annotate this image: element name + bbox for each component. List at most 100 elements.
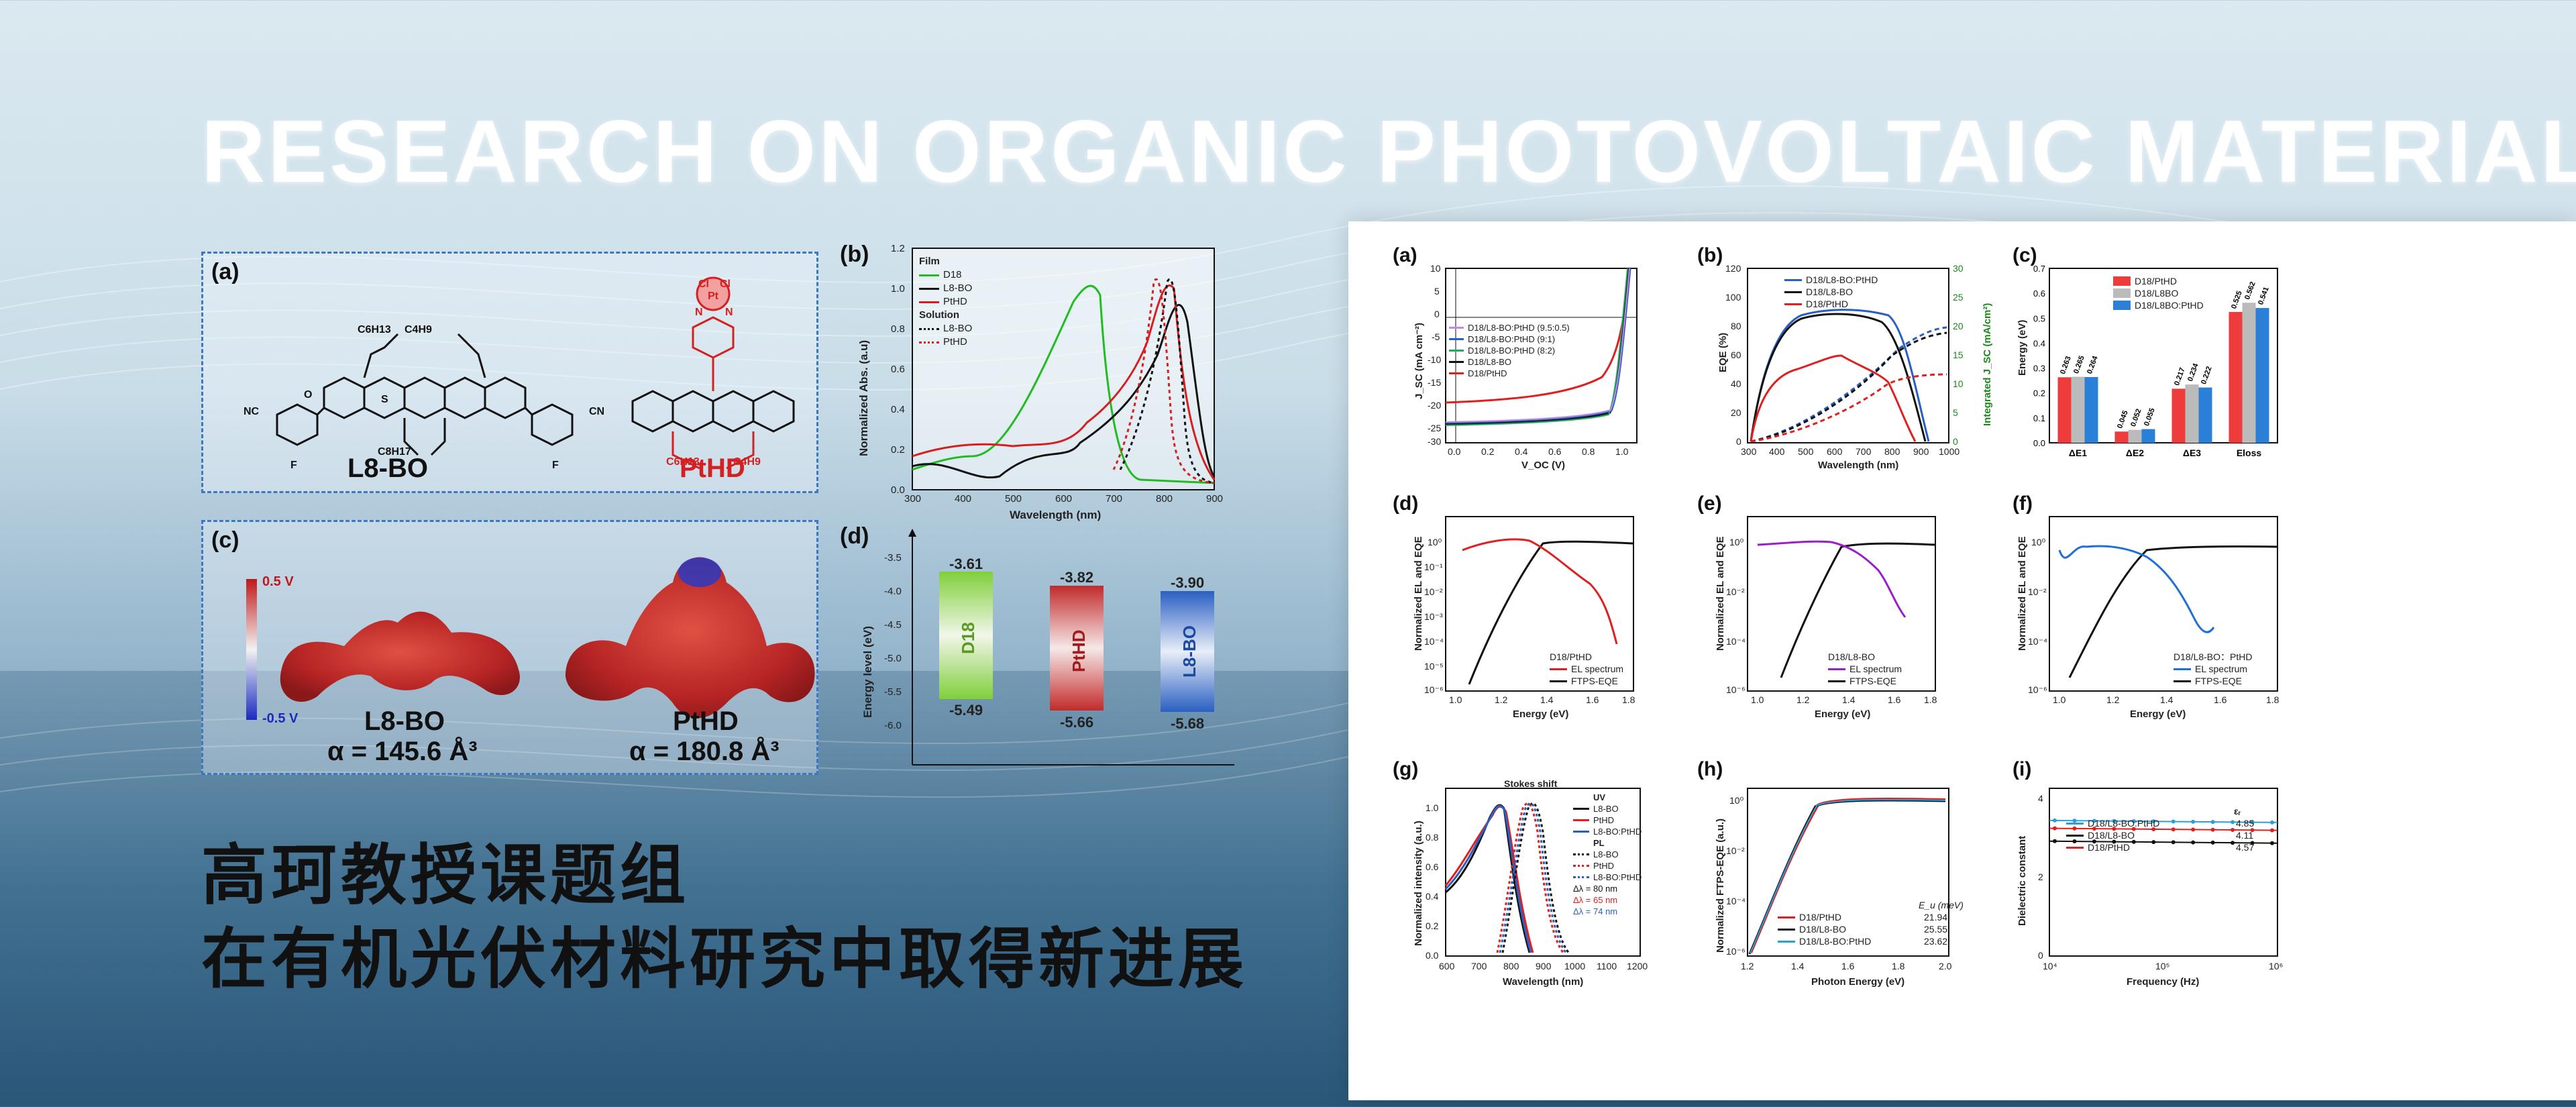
d2-ytick: 10⁻² bbox=[1424, 586, 1443, 597]
d2-ftps: FTPS-EQE bbox=[1571, 676, 1619, 686]
h-row-value: 25.55 bbox=[1924, 924, 1948, 935]
bar-value-label: 0.265 bbox=[2072, 355, 2086, 375]
h-row-name: D18/L8-BO:PtHD bbox=[1799, 936, 1872, 947]
dielectric-point bbox=[2171, 827, 2176, 832]
i-row-value: 4.57 bbox=[2236, 842, 2255, 853]
headline-line-2: 在有机光伏材料研究中取得新进展 bbox=[201, 921, 1248, 998]
bar-value-label: 0.052 bbox=[2129, 408, 2143, 428]
b-ytick: 1.2 bbox=[891, 243, 905, 254]
bar-value-label: 0.055 bbox=[2143, 407, 2157, 427]
sub-b-xlabel: Wavelength (nm) bbox=[1818, 460, 1899, 471]
a-legend-item: D18/PtHD bbox=[1468, 368, 1507, 378]
b2-xtick: 1000 bbox=[1939, 446, 1960, 457]
dielectric-point bbox=[2270, 828, 2274, 833]
esp-name-l8bo: L8-BO bbox=[364, 706, 445, 736]
panel-c-label: (c) bbox=[211, 527, 239, 553]
c-category-label: ΔE3 bbox=[2183, 447, 2201, 458]
scale-bottom-label: -0.5 V bbox=[262, 711, 299, 726]
b2-ytick: 40 bbox=[1731, 378, 1741, 389]
g-ytick: 0.8 bbox=[1426, 832, 1439, 843]
sub-b-legend: D18/L8-BO:PtHD D18/L8-BO D18/PtHD bbox=[1784, 274, 1878, 310]
dielectric-point bbox=[2231, 828, 2235, 833]
i-xtick: 10⁶ bbox=[2269, 961, 2284, 971]
panel-d-energy-levels: (d) Energy level (eV) -3.5 -4.0 -4.5 -5.… bbox=[839, 523, 1241, 785]
b-xtick: 500 bbox=[1005, 493, 1022, 505]
b2-xtick: 700 bbox=[1856, 446, 1872, 457]
sub-g-legend: UV L8-BO PtHD L8-BO:PtHD PL L8-BO PtHD L… bbox=[1573, 792, 1642, 917]
e2-xtick: 1.8 bbox=[1924, 694, 1937, 705]
legend-l8bo-sol: L8-BO bbox=[943, 323, 973, 334]
bar-value-label: 0.263 bbox=[2059, 355, 2073, 375]
c-ytick: 0.1 bbox=[2033, 413, 2045, 423]
b-xtick: 800 bbox=[1156, 493, 1173, 505]
el-plot-d bbox=[1445, 516, 1634, 692]
dielectric-series-line bbox=[2049, 840, 2278, 844]
d18-lumo: -3.61 bbox=[949, 556, 983, 572]
h-row-value: 23.62 bbox=[1924, 936, 1948, 947]
b2-y2tick: 5 bbox=[1953, 407, 1958, 418]
i-ytick: 2 bbox=[2038, 872, 2043, 882]
e2-xtick: 1.4 bbox=[1842, 694, 1856, 705]
d2-ytick: 10⁻³ bbox=[1424, 611, 1443, 622]
a-xtick: 0.0 bbox=[1448, 446, 1461, 457]
bar-value-label: 0.222 bbox=[2200, 366, 2214, 386]
a-legend-item: D18/L8-BO:PtHD (9:1) bbox=[1468, 334, 1556, 344]
chem-label-n2: N bbox=[725, 307, 733, 318]
dielectric-point bbox=[2112, 827, 2116, 831]
e2-sample: D18/L8-BO bbox=[1828, 651, 1876, 662]
legend-d18: D18 bbox=[943, 269, 962, 280]
b2-y2tick: 30 bbox=[1953, 263, 1964, 274]
l8bo-homo: -5.68 bbox=[1171, 715, 1205, 732]
sub-b-ylabel: EQE (%) bbox=[1717, 332, 1729, 372]
c-legend-item: D18/PtHD bbox=[2135, 276, 2178, 286]
b-ytick: 0.4 bbox=[891, 404, 905, 415]
d18-bar-label: D18 bbox=[958, 622, 978, 654]
a-xtick: 0.2 bbox=[1481, 446, 1495, 457]
esp-name-pthd: PtHD bbox=[673, 706, 739, 736]
i-row-name: D18/PtHD bbox=[2088, 842, 2131, 853]
dielectric-point bbox=[2231, 820, 2235, 825]
sub-i-legend: εᵣ D18/L8-BO:PtHD 4.85 D18/L8-BO 4.11 D18/… bbox=[2066, 805, 2254, 853]
d2-sample: D18/PtHD bbox=[1550, 651, 1593, 662]
f2-ytick: 10⁻² bbox=[2028, 586, 2047, 597]
panel-a-molecules: (a) C6H13 C4H9 C8H17 NC CN F F S bbox=[201, 252, 818, 493]
sub-b-label: (b) bbox=[1697, 244, 1723, 266]
sub-i-dielectric: (i) Dielectric constant Frequency (Hz) 1… bbox=[2012, 751, 2301, 1033]
dielectric-point bbox=[2092, 819, 2096, 823]
sub-h-legend: E_u (meV) D18/PtHD 21.94 D18/L8-BO 25.55 D… bbox=[1778, 899, 1964, 947]
dielectric-point bbox=[2191, 827, 2196, 832]
sub-d-label: (d) bbox=[1393, 492, 1419, 515]
sub-a-ylabel: J_SC (mA cm⁻²) bbox=[1413, 322, 1425, 399]
panel-b-xlabel: Wavelength (nm) bbox=[1010, 509, 1102, 521]
f2-ytick: 10⁰ bbox=[2031, 537, 2046, 547]
panel-b-legend: Film D18 L8-BO PtHD Solution L8-BO PtHD bbox=[919, 255, 972, 349]
b2-ytick: 60 bbox=[1731, 350, 1741, 360]
d2-xtick: 1.2 bbox=[1495, 694, 1508, 705]
g-xtick: 700 bbox=[1471, 961, 1487, 971]
chem-label-cl2: Cl bbox=[720, 278, 731, 290]
dielectric-point bbox=[2092, 839, 2096, 844]
dielectric-point bbox=[2210, 820, 2215, 825]
b-ytick: 0.2 bbox=[891, 444, 905, 456]
b2-ytick: 0 bbox=[1736, 436, 1741, 447]
g-ytick: 0.4 bbox=[1426, 891, 1439, 902]
chem-label-pt: Pt bbox=[708, 291, 719, 302]
bar bbox=[2057, 377, 2072, 443]
a-xtick: 0.4 bbox=[1515, 446, 1528, 457]
a-xtick: 0.6 bbox=[1548, 446, 1562, 457]
f2-ytick: 10⁻⁶ bbox=[2028, 684, 2047, 695]
a-ytick: -30 bbox=[1428, 436, 1442, 447]
f2-xtick: 1.6 bbox=[2214, 694, 2227, 705]
d18-homo: -5.49 bbox=[949, 702, 983, 719]
e2-xtick: 1.0 bbox=[1751, 694, 1764, 705]
g-ytick: 0.6 bbox=[1426, 861, 1439, 872]
e2-ytick: 10⁻⁴ bbox=[1726, 636, 1746, 647]
i-xtick: 10⁴ bbox=[2043, 961, 2057, 971]
b2-y2tick: 15 bbox=[1953, 350, 1964, 360]
energy-level-diagram bbox=[908, 529, 1234, 766]
dielectric-point bbox=[2210, 827, 2215, 832]
panel-d-ylabel: Energy level (eV) bbox=[861, 625, 874, 718]
b2-xtick: 600 bbox=[1827, 446, 1843, 457]
bar bbox=[2229, 312, 2243, 443]
dielectric-point bbox=[2092, 827, 2096, 831]
